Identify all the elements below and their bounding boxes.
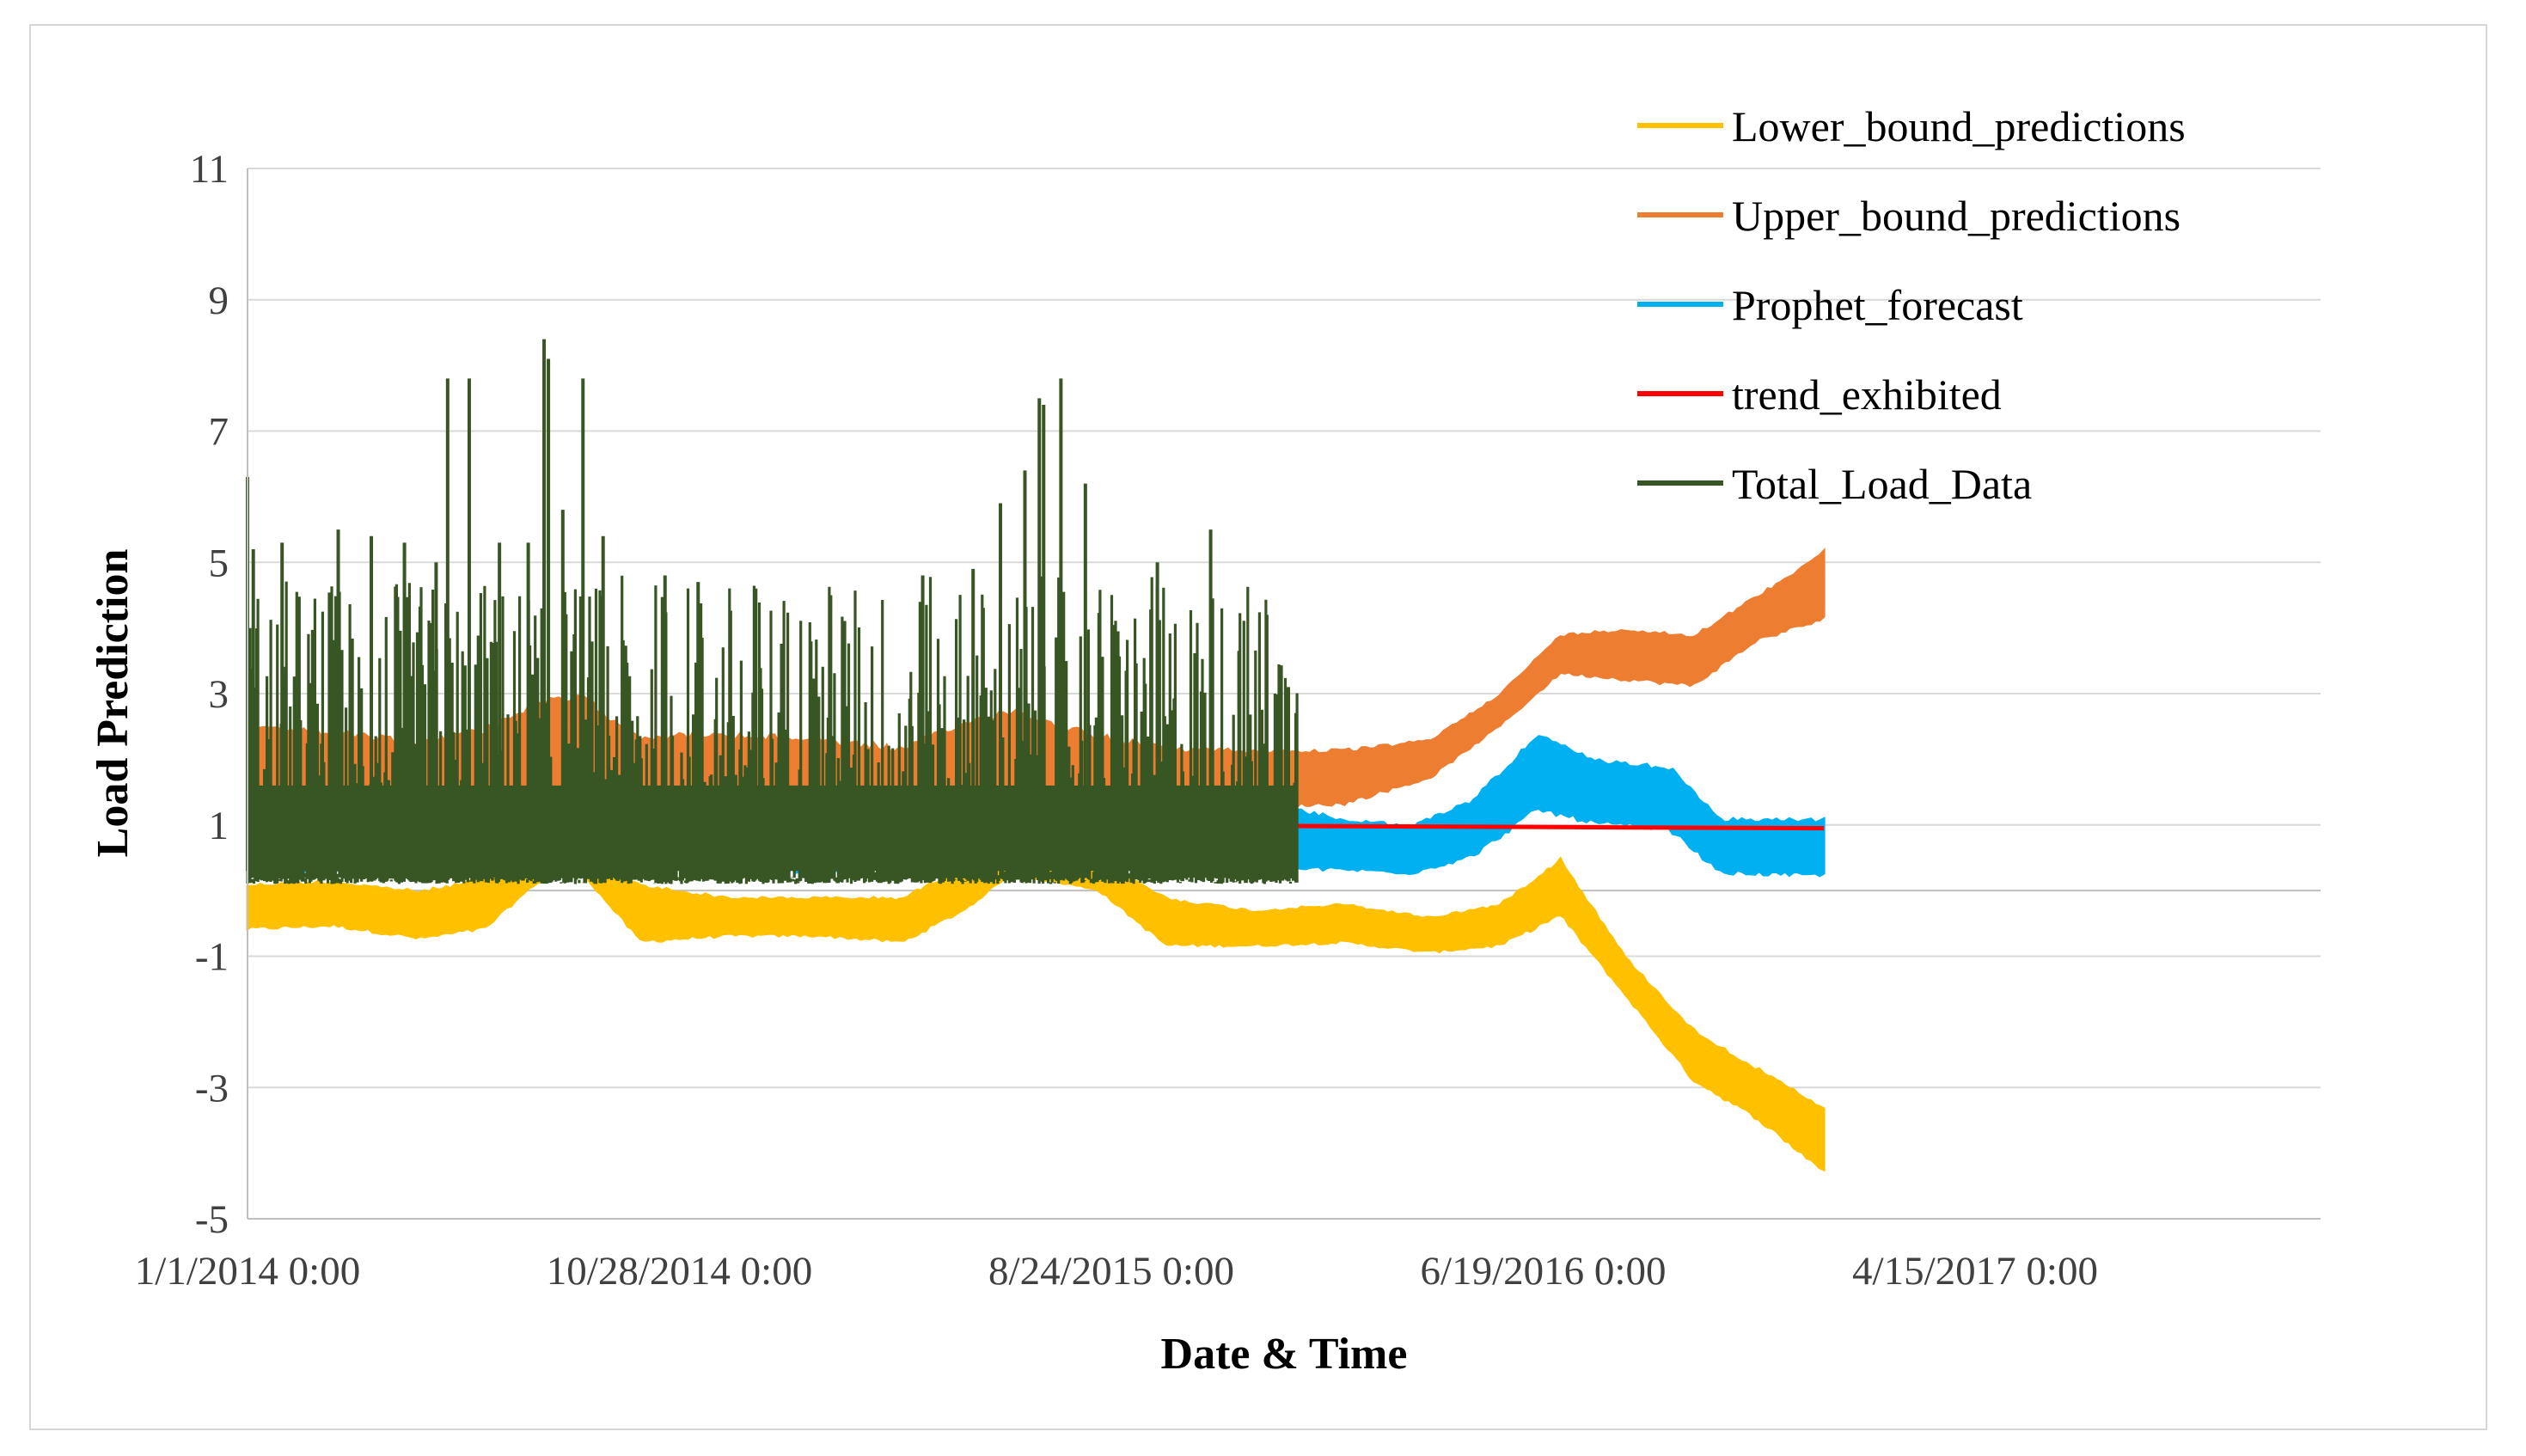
legend: Lower_bound_predictions Upper_bound_predi… [1637,102,2186,508]
lower-bound-predictions-band [246,849,1826,1172]
y-tick-label: -3 [195,1066,229,1110]
y-axis-ticks: -5 -3 -1 1 3 5 7 9 11 [190,147,229,1242]
legend-label: Lower_bound_predictions [1732,102,2186,150]
axes [247,168,2321,1220]
x-tick-label: 4/15/2017 0:00 [1852,1249,2098,1294]
y-tick-label: -1 [195,935,229,980]
x-tick-label: 10/28/2014 0:00 [547,1249,812,1294]
y-tick-label: 1 [209,804,229,848]
y-tick-label: 3 [209,672,229,717]
chart-frame [29,24,2487,1430]
x-tick-label: 6/19/2016 0:00 [1421,1249,1667,1294]
legend-label: Prophet_forecast [1732,281,2023,329]
total-load-data-core [248,785,1298,872]
y-tick-label: 5 [209,541,229,585]
legend-label: Total_Load_Data [1732,460,2032,508]
legend-label: trend_exhibited [1732,370,2002,419]
y-tick-label: 7 [209,410,229,455]
x-tick-label: 1/1/2014 0:00 [135,1249,360,1294]
x-axis-title: Date & Time [1161,1330,1408,1379]
y-axis-title: Load Prediction [89,549,138,858]
y-tick-label: 11 [190,147,229,192]
y-tick-label: -5 [195,1197,229,1242]
x-tick-label: 8/24/2015 0:00 [988,1249,1234,1294]
x-axis-ticks: 1/1/2014 0:00 10/28/2014 0:00 8/24/2015 0:… [135,1249,2098,1294]
y-tick-label: 9 [209,278,229,323]
plot-series [246,339,1826,1172]
legend-label: Upper_bound_predictions [1732,192,2180,240]
